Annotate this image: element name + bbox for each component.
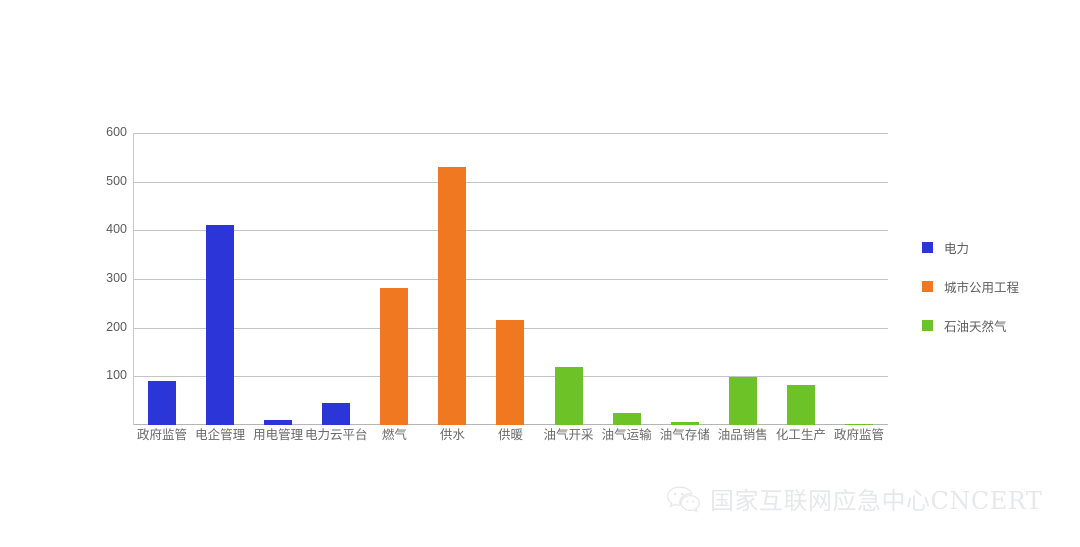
bar-rect: [380, 287, 409, 425]
bar-rect: [496, 320, 525, 425]
bar: [249, 133, 307, 425]
x-tick-label: 油气存储: [659, 428, 710, 442]
bars-layer: [133, 133, 888, 425]
legend: 电力城市公用工程 石油天然气: [922, 228, 1072, 345]
y-tick-label: 500: [106, 174, 127, 188]
y-tick-label: 300: [106, 271, 127, 285]
x-tick-label: 油品销售: [717, 428, 768, 442]
bar: [656, 133, 714, 425]
y-tick-label: 200: [106, 320, 127, 334]
bar: [481, 133, 539, 425]
legend-label: 电力: [944, 242, 970, 256]
bar-rect: [670, 422, 699, 425]
bar-rect: [438, 167, 467, 425]
gridline: [134, 182, 888, 183]
x-tick-label: 供暖: [497, 428, 524, 442]
x-tick-label: 油气开采: [543, 428, 594, 442]
x-tick-label: 油气运输: [601, 428, 652, 442]
y-tick-label: 600: [106, 125, 127, 139]
legend-label: 城市公用工程: [944, 281, 1020, 295]
y-tick-label: 400: [106, 222, 127, 236]
bar-rect: [206, 225, 235, 425]
x-tick-label: 供水: [439, 428, 465, 442]
bar: [365, 133, 423, 425]
legend-label: 石油天然气: [944, 320, 1007, 334]
x-tick-label: 政府监管: [833, 428, 884, 442]
y-axis: 100 200 300 400 500 600: [85, 126, 127, 425]
bar-rect: [844, 424, 873, 425]
bar-rect: [554, 366, 583, 425]
bar: [714, 133, 772, 425]
x-tick-label: 电企管理: [195, 428, 246, 442]
bar-rect: [264, 420, 293, 425]
x-tick-label: 电力云平台: [305, 428, 368, 442]
x-tick-label: 用电管理: [253, 428, 304, 442]
legend-item[interactable]: 电力: [922, 228, 1072, 267]
x-tick-label: 燃气: [381, 428, 407, 442]
legend-swatch-icon: [922, 242, 933, 253]
legend-item[interactable]: 城市公用工程: [922, 267, 1072, 306]
bar-rect: [612, 412, 641, 425]
watermark-text: 国家互联网应急中心CNCERT: [710, 487, 1043, 515]
x-tick-label: 政府监管: [137, 428, 188, 442]
bar: [598, 133, 656, 425]
bar: [540, 133, 598, 425]
bar-rect: [322, 403, 351, 425]
y-tick-label: 100: [106, 368, 127, 382]
legend-swatch-icon: [922, 320, 933, 331]
bar: [830, 133, 888, 425]
bar: [191, 133, 249, 425]
gridline: [134, 230, 888, 231]
bar: [423, 133, 481, 425]
x-tick-label: 化工生产: [775, 428, 826, 442]
x-axis: 政府监管 电企管理 用电管理 电力云平台 燃气 供水 供暖 油气开采 油气运输 油气存储 油品销售化…: [133, 428, 888, 451]
bar-rect: [786, 385, 815, 425]
gridline: [134, 133, 888, 134]
gridline: [134, 279, 888, 280]
bar: [307, 133, 365, 425]
legend-item[interactable]: 石油天然气: [922, 306, 1072, 345]
bar-rect: [728, 377, 757, 425]
bar-rect: [148, 381, 177, 425]
bar: [772, 133, 830, 425]
bar: [133, 133, 191, 425]
legend-swatch-icon: [922, 281, 933, 292]
watermark: 国家互联网应急中心CNCERT: [666, 481, 1042, 516]
wechat-icon: [666, 485, 700, 513]
